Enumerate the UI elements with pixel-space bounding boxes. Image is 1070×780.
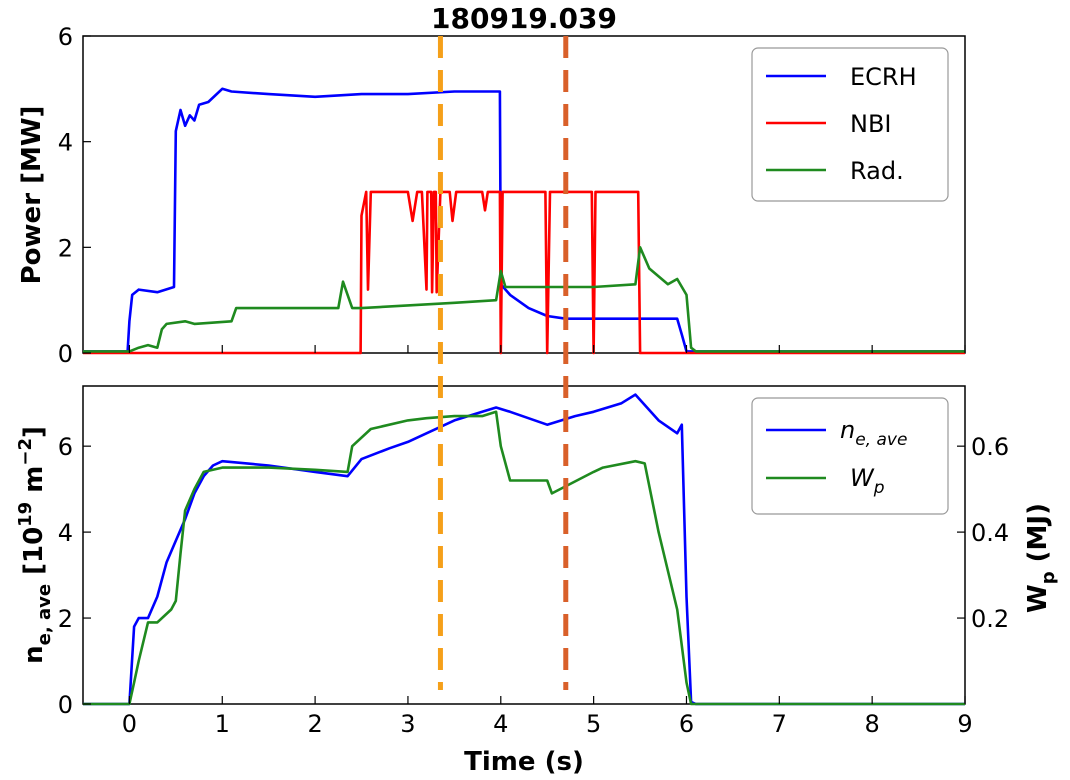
bottom-x-tick-label-9: 9 <box>957 710 972 738</box>
top-legend-box <box>751 47 949 202</box>
top-y-tick-label-0: 0 <box>58 340 73 368</box>
bottom-legend: ne, ave Wp <box>751 397 949 515</box>
bottom-x-tick-label-5: 5 <box>586 710 601 738</box>
top-ticks-group: 0 2 4 6 <box>58 23 966 368</box>
bottom-right-y-tick-label-2: 0.6 <box>971 433 1009 461</box>
bottom-x-tick-label-3: 3 <box>400 710 415 738</box>
bottom-x-tick-label-4: 4 <box>493 710 508 738</box>
legend-label-ecrh: ECRH <box>850 63 917 91</box>
bottom-x-tick-label-1: 1 <box>215 710 230 738</box>
bottom-panel: 0 1 2 3 4 5 6 7 8 9 0 2 4 6 0.2 0.4 0.6 Time (s) ne, ave… <box>15 385 1059 777</box>
bottom-series-line-1 <box>83 410 965 706</box>
top-title: 180919.039 <box>431 2 617 35</box>
legend-label-ne: ne, ave <box>840 416 907 450</box>
time-markers-group <box>437 36 569 690</box>
top-series-group <box>83 87 965 355</box>
bottom-y-tick-label-0: 0 <box>58 691 73 719</box>
top-series-line-0 <box>83 87 965 353</box>
top-y-tick-label-2: 4 <box>58 129 73 157</box>
bottom-ticks-group: 0 1 2 3 4 5 6 7 8 9 0 2 4 6 0.2 0.4 0.6 <box>58 433 1009 738</box>
bottom-x-tick-label-8: 8 <box>865 710 880 738</box>
bottom-right-y-tick-label-1: 0.4 <box>971 519 1009 547</box>
bottom-series-line-0 <box>83 393 965 706</box>
bottom-x-tick-label-2: 2 <box>307 710 322 738</box>
bottom-y-tick-label-3: 6 <box>58 433 73 461</box>
bottom-x-tick-label-0: 0 <box>122 710 137 738</box>
bottom-legend-box <box>751 397 949 515</box>
bottom-right-y-tick-label-0: 0.2 <box>971 605 1009 633</box>
top-y-tick-label-1: 2 <box>58 234 73 262</box>
bottom-left-y-axis-label: ne, ave [1019 m−2] <box>15 426 55 664</box>
top-panel: 0 2 4 6 180919.039 Power [MW] ECRH NBI Rad. <box>17 2 966 368</box>
top-series-line-2 <box>83 246 965 353</box>
top-y-axis-label: Power [MW] <box>17 106 47 285</box>
top-legend: ECRH NBI Rad. <box>751 47 949 202</box>
bottom-right-y-axis-label: Wp (MJ) <box>1023 503 1059 613</box>
top-series-line-1 <box>83 190 965 355</box>
bottom-x-tick-label-7: 7 <box>772 710 787 738</box>
legend-label-wp: Wp <box>850 464 885 498</box>
bottom-series-group <box>83 393 965 706</box>
legend-label-nbi: NBI <box>850 110 892 138</box>
bottom-y-tick-label-1: 2 <box>58 605 73 633</box>
legend-label-rad: Rad. <box>850 157 904 185</box>
top-y-tick-label-3: 6 <box>58 23 73 51</box>
x-axis-label: Time (s) <box>464 747 584 777</box>
bottom-y-tick-label-2: 4 <box>58 519 73 547</box>
bottom-x-tick-label-6: 6 <box>679 710 694 738</box>
